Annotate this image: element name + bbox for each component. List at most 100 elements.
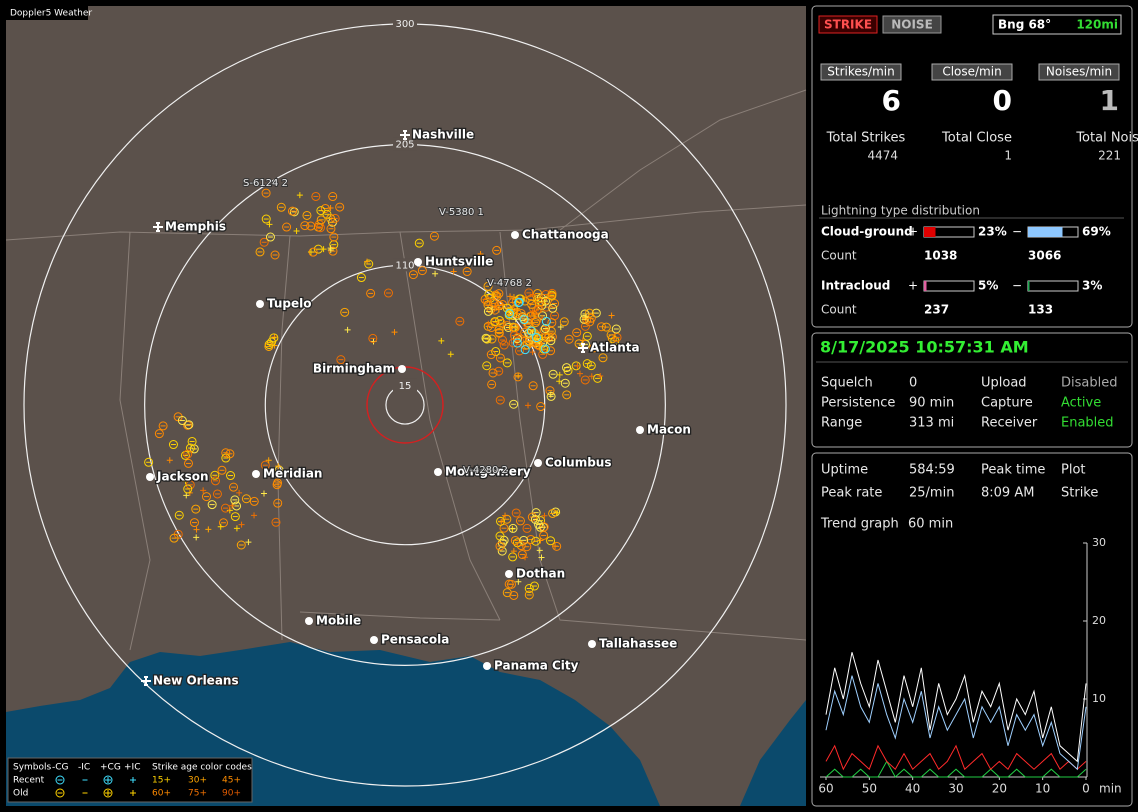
strike-symbol bbox=[499, 523, 509, 533]
sign: − bbox=[1012, 225, 1022, 239]
strike-symbol bbox=[509, 590, 519, 600]
legend-title: Symbols bbox=[13, 763, 52, 773]
range-rings: 15 110 205 300 bbox=[23, 17, 787, 787]
strike-symbol bbox=[462, 267, 472, 277]
strike-symbol bbox=[556, 378, 563, 385]
total-value: 4474 bbox=[867, 149, 898, 163]
x-tick-label: 0 bbox=[1082, 782, 1090, 796]
strike-symbol bbox=[364, 259, 374, 269]
legend-row: Old bbox=[13, 789, 28, 799]
strike-symbol bbox=[531, 536, 541, 546]
strike-symbol bbox=[180, 450, 190, 460]
city-labels: Nashville Memphis Chattanooga Huntsville Tup… bbox=[141, 126, 692, 689]
storm-label: V-5380 1 bbox=[439, 207, 484, 218]
strike-symbol bbox=[593, 373, 603, 383]
city-dot bbox=[434, 468, 442, 476]
ring-label: 110 bbox=[395, 260, 414, 271]
city-label: Montgomery bbox=[445, 465, 531, 479]
strike-symbol bbox=[510, 548, 517, 555]
x-tick-label: 20 bbox=[992, 782, 1007, 796]
trend-line bbox=[825, 652, 1087, 763]
strike-symbol bbox=[495, 395, 505, 405]
noise-button[interactable] bbox=[882, 15, 942, 34]
strike-symbol bbox=[261, 214, 271, 224]
rate-header: Close/min bbox=[942, 65, 1001, 79]
strike-symbol bbox=[516, 308, 526, 318]
strike-symbol bbox=[273, 498, 283, 508]
strike-layer bbox=[144, 188, 622, 600]
strike-symbol bbox=[269, 333, 279, 343]
strike-symbol bbox=[495, 353, 505, 363]
strike-symbol bbox=[169, 533, 179, 543]
age-code: 45+ bbox=[222, 776, 241, 786]
strike-symbol bbox=[265, 232, 275, 242]
strike-symbol bbox=[477, 251, 484, 258]
strike-symbol bbox=[432, 270, 439, 277]
strike-button-label[interactable]: STRIKE bbox=[824, 18, 872, 32]
strike-symbol bbox=[547, 318, 557, 328]
total-label: Total Strikes bbox=[826, 131, 906, 146]
strike-symbol bbox=[541, 316, 551, 326]
strike-symbol bbox=[554, 509, 561, 516]
strike-symbol bbox=[266, 221, 273, 228]
strike-symbol bbox=[183, 458, 193, 468]
strike-symbol bbox=[499, 340, 509, 350]
strike-symbol bbox=[383, 288, 393, 298]
stat-label: 8:09 AM bbox=[981, 486, 1034, 501]
total-value: 1 bbox=[1004, 149, 1012, 163]
strike-symbol bbox=[591, 308, 601, 318]
city-label: New Orleans bbox=[153, 674, 239, 688]
strike-symbol bbox=[534, 519, 544, 529]
strike-symbol bbox=[536, 547, 543, 554]
city-label: Panama City bbox=[494, 659, 579, 673]
age-code: 90+ bbox=[222, 789, 241, 799]
strike-symbol bbox=[270, 250, 280, 260]
strike-symbol bbox=[483, 306, 493, 316]
strike-symbol bbox=[531, 333, 541, 343]
city-dot bbox=[146, 473, 154, 481]
strike-symbol bbox=[481, 333, 491, 343]
strike-symbol bbox=[515, 372, 522, 379]
strike-symbol bbox=[259, 237, 269, 247]
city-dot bbox=[398, 365, 406, 373]
city-label: Columbus bbox=[545, 456, 612, 470]
strike-symbol bbox=[183, 484, 193, 494]
age-code: 30+ bbox=[188, 776, 207, 786]
strike-symbol bbox=[524, 328, 534, 338]
strike-symbol bbox=[183, 449, 193, 459]
strike-symbol bbox=[287, 206, 297, 216]
strike-symbol bbox=[438, 337, 445, 344]
strike-symbol bbox=[496, 318, 506, 328]
strike-symbol bbox=[502, 358, 512, 368]
strike-symbol bbox=[210, 476, 220, 486]
strike-symbol bbox=[238, 521, 245, 528]
legend-type: +CG bbox=[100, 763, 121, 773]
strike-symbol bbox=[184, 420, 194, 430]
pct-bar bbox=[924, 227, 936, 237]
distribution: Cloud-ground+ 23%1038− 69%3066CountIntracl… bbox=[821, 225, 1111, 317]
strike-symbol bbox=[217, 523, 224, 530]
pct-bar-frame bbox=[1027, 280, 1079, 292]
strike-symbol bbox=[185, 443, 195, 453]
x-tick-label: 30 bbox=[948, 782, 963, 796]
strike-symbol bbox=[307, 249, 314, 256]
strike-symbol bbox=[336, 355, 346, 365]
city-dot bbox=[305, 617, 313, 625]
strike-symbol bbox=[328, 246, 338, 256]
strike-symbol bbox=[356, 273, 366, 283]
strike-symbol bbox=[509, 323, 519, 333]
strike-symbol bbox=[327, 205, 334, 212]
strike-symbol bbox=[526, 534, 536, 544]
noise-button-label[interactable]: NOISE bbox=[891, 18, 933, 32]
strike-symbol bbox=[540, 296, 550, 306]
strike-symbol bbox=[189, 518, 199, 528]
count-label: Count bbox=[821, 303, 857, 317]
strike-symbol bbox=[487, 379, 497, 389]
map-view: 15 110 205 300 Nashville Memphis Chattanooga H… bbox=[5, 6, 807, 806]
strike-symbol bbox=[408, 270, 418, 280]
total-label: Total Close bbox=[941, 131, 1012, 146]
strike-button[interactable] bbox=[818, 15, 878, 34]
strike-symbol bbox=[272, 480, 282, 490]
airport-icon bbox=[153, 222, 163, 232]
